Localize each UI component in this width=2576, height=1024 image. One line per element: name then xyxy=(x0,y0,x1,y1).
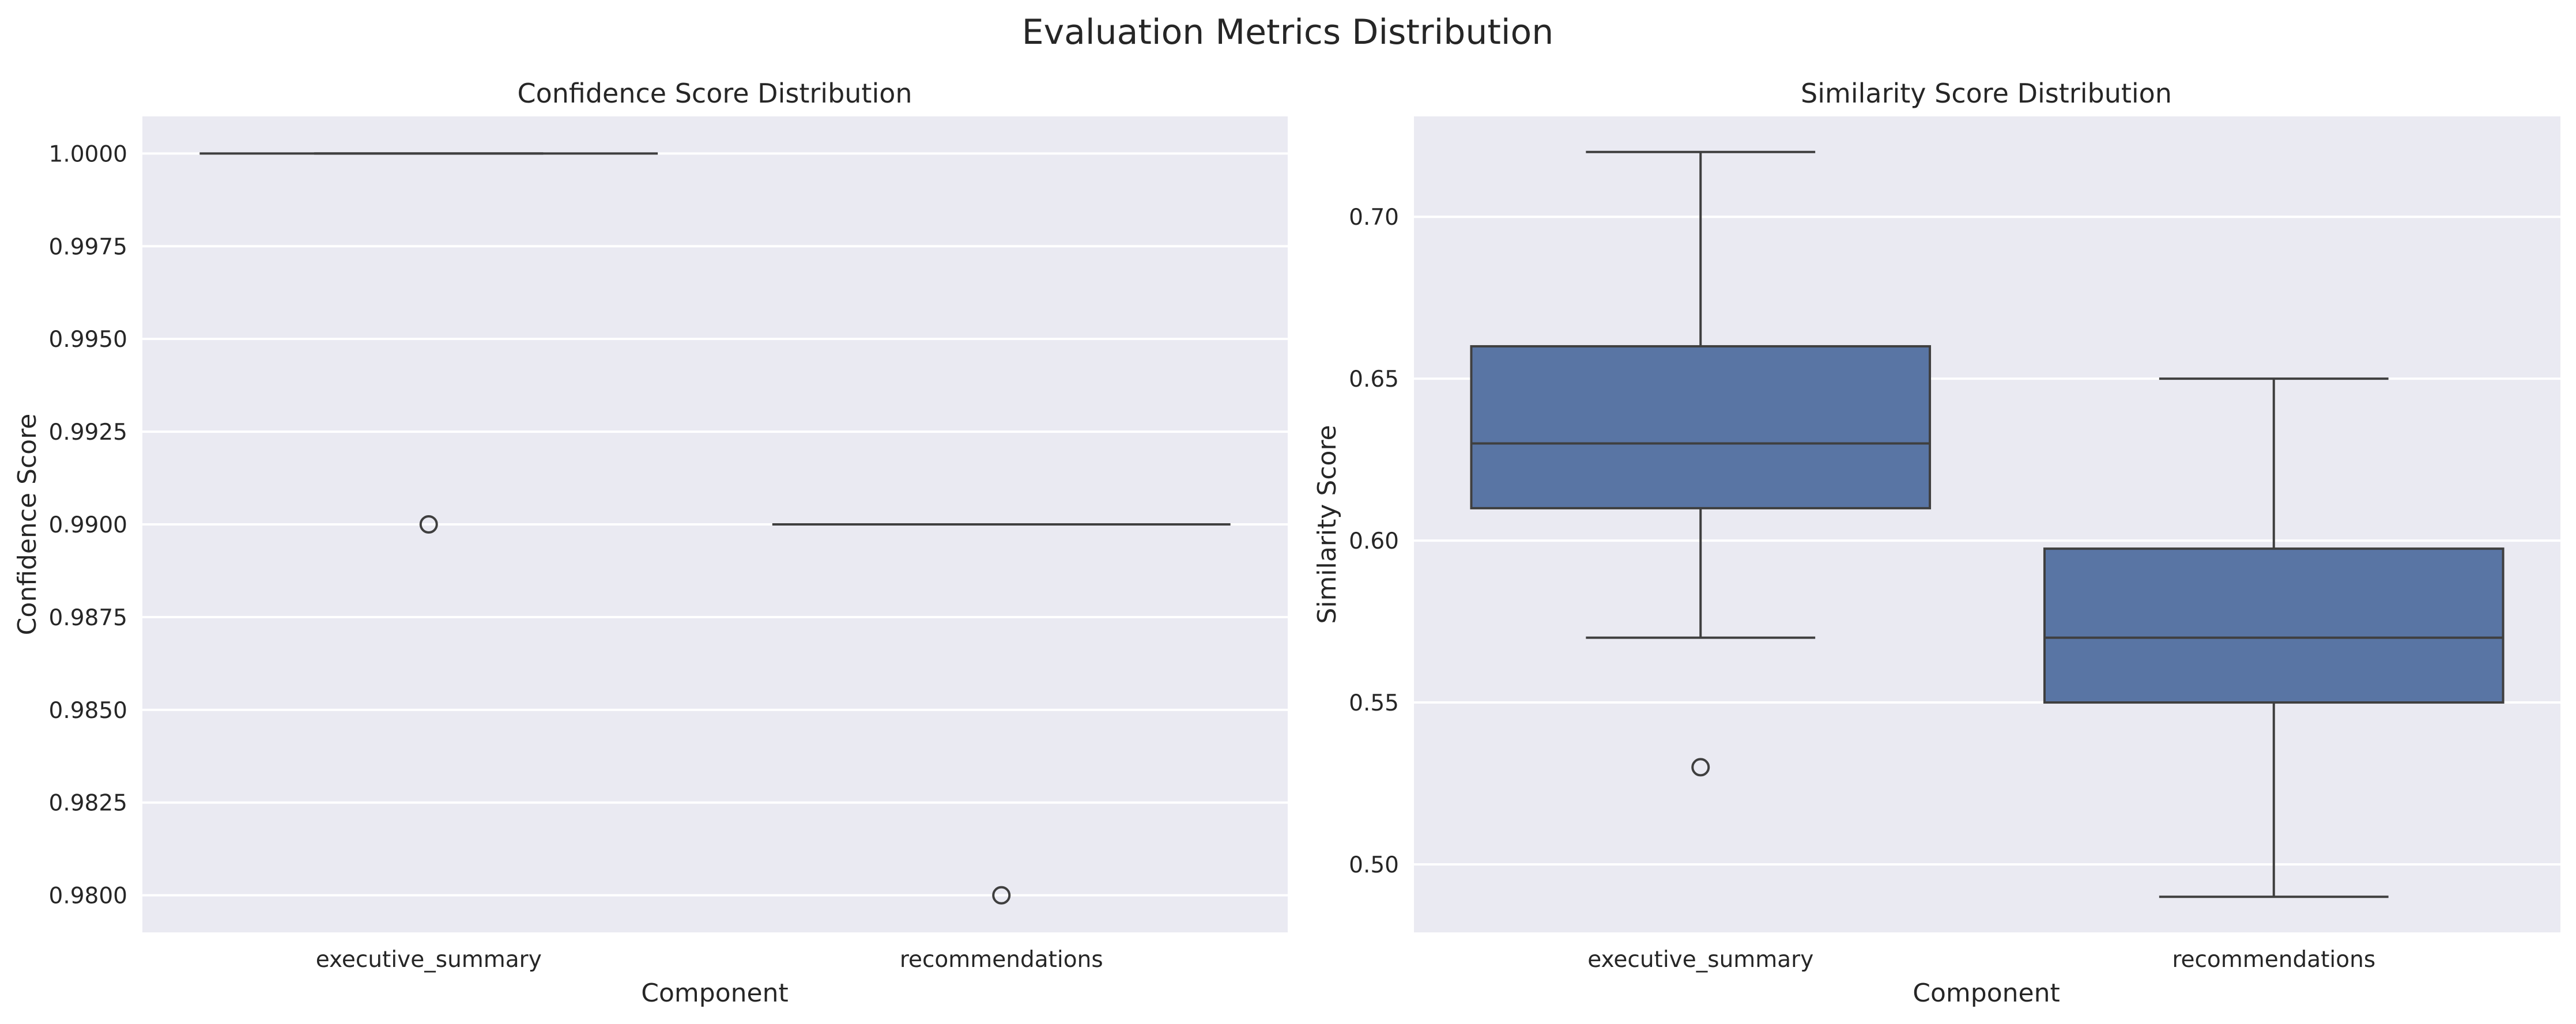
y-tick-label: 0.50 xyxy=(1349,852,1399,878)
y-axis-label: Similarity Score xyxy=(1312,425,1342,624)
y-tick-label: 1.0000 xyxy=(49,141,127,167)
iqr-box xyxy=(1470,345,1932,509)
y-tick-label: 0.9800 xyxy=(49,883,127,909)
y-tick-label: 0.9975 xyxy=(49,234,127,260)
box-executive-summary xyxy=(1470,150,1932,777)
y-tick-label: 0.70 xyxy=(1349,205,1399,231)
box-recommendations xyxy=(772,523,1231,905)
y-tick-label: 0.9950 xyxy=(49,327,127,353)
figure-title: Evaluation Metrics Distribution xyxy=(1022,12,1554,52)
outlier-point xyxy=(1691,758,1710,777)
y-tick-label: 0.55 xyxy=(1349,690,1399,716)
x-tick-label: executive_summary xyxy=(316,947,542,973)
x-tick-label: recommendations xyxy=(2172,947,2375,973)
y-tick-label: 0.60 xyxy=(1349,528,1399,554)
plot-area xyxy=(1414,116,2560,932)
y-tick-label: 0.65 xyxy=(1349,366,1399,392)
y-tick-label: 0.9875 xyxy=(49,605,127,631)
panel-title: Confidence Score Distribution xyxy=(517,78,912,109)
x-axis-label: Component xyxy=(1913,978,2060,1008)
panel-title: Similarity Score Distribution xyxy=(1801,78,2172,109)
y-tick-label: 0.9900 xyxy=(49,512,127,538)
y-tick-label: 0.9850 xyxy=(49,698,127,724)
y-axis-label: Confidence Score xyxy=(13,414,42,636)
box-recommendations xyxy=(2043,377,2505,898)
y-tick-label: 0.9825 xyxy=(49,791,127,817)
confidence-score-panel: 0.9800 0.9825 0.9850 0.9875 0.9900 0.9925 0.99… xyxy=(13,78,1288,1008)
box-executive-summary xyxy=(199,152,658,534)
outlier-point xyxy=(419,515,438,534)
similarity-score-panel: 0.50 0.55 0.60 0.65 0.70 executive_summary re… xyxy=(1312,78,2560,1008)
outlier-point xyxy=(992,886,1011,905)
iqr-box xyxy=(2043,547,2505,704)
x-axis-label: Component xyxy=(641,978,788,1008)
y-tick-label: 0.9925 xyxy=(49,420,127,445)
x-tick-label: recommendations xyxy=(900,947,1103,973)
x-tick-label: executive_summary xyxy=(1587,947,1813,973)
